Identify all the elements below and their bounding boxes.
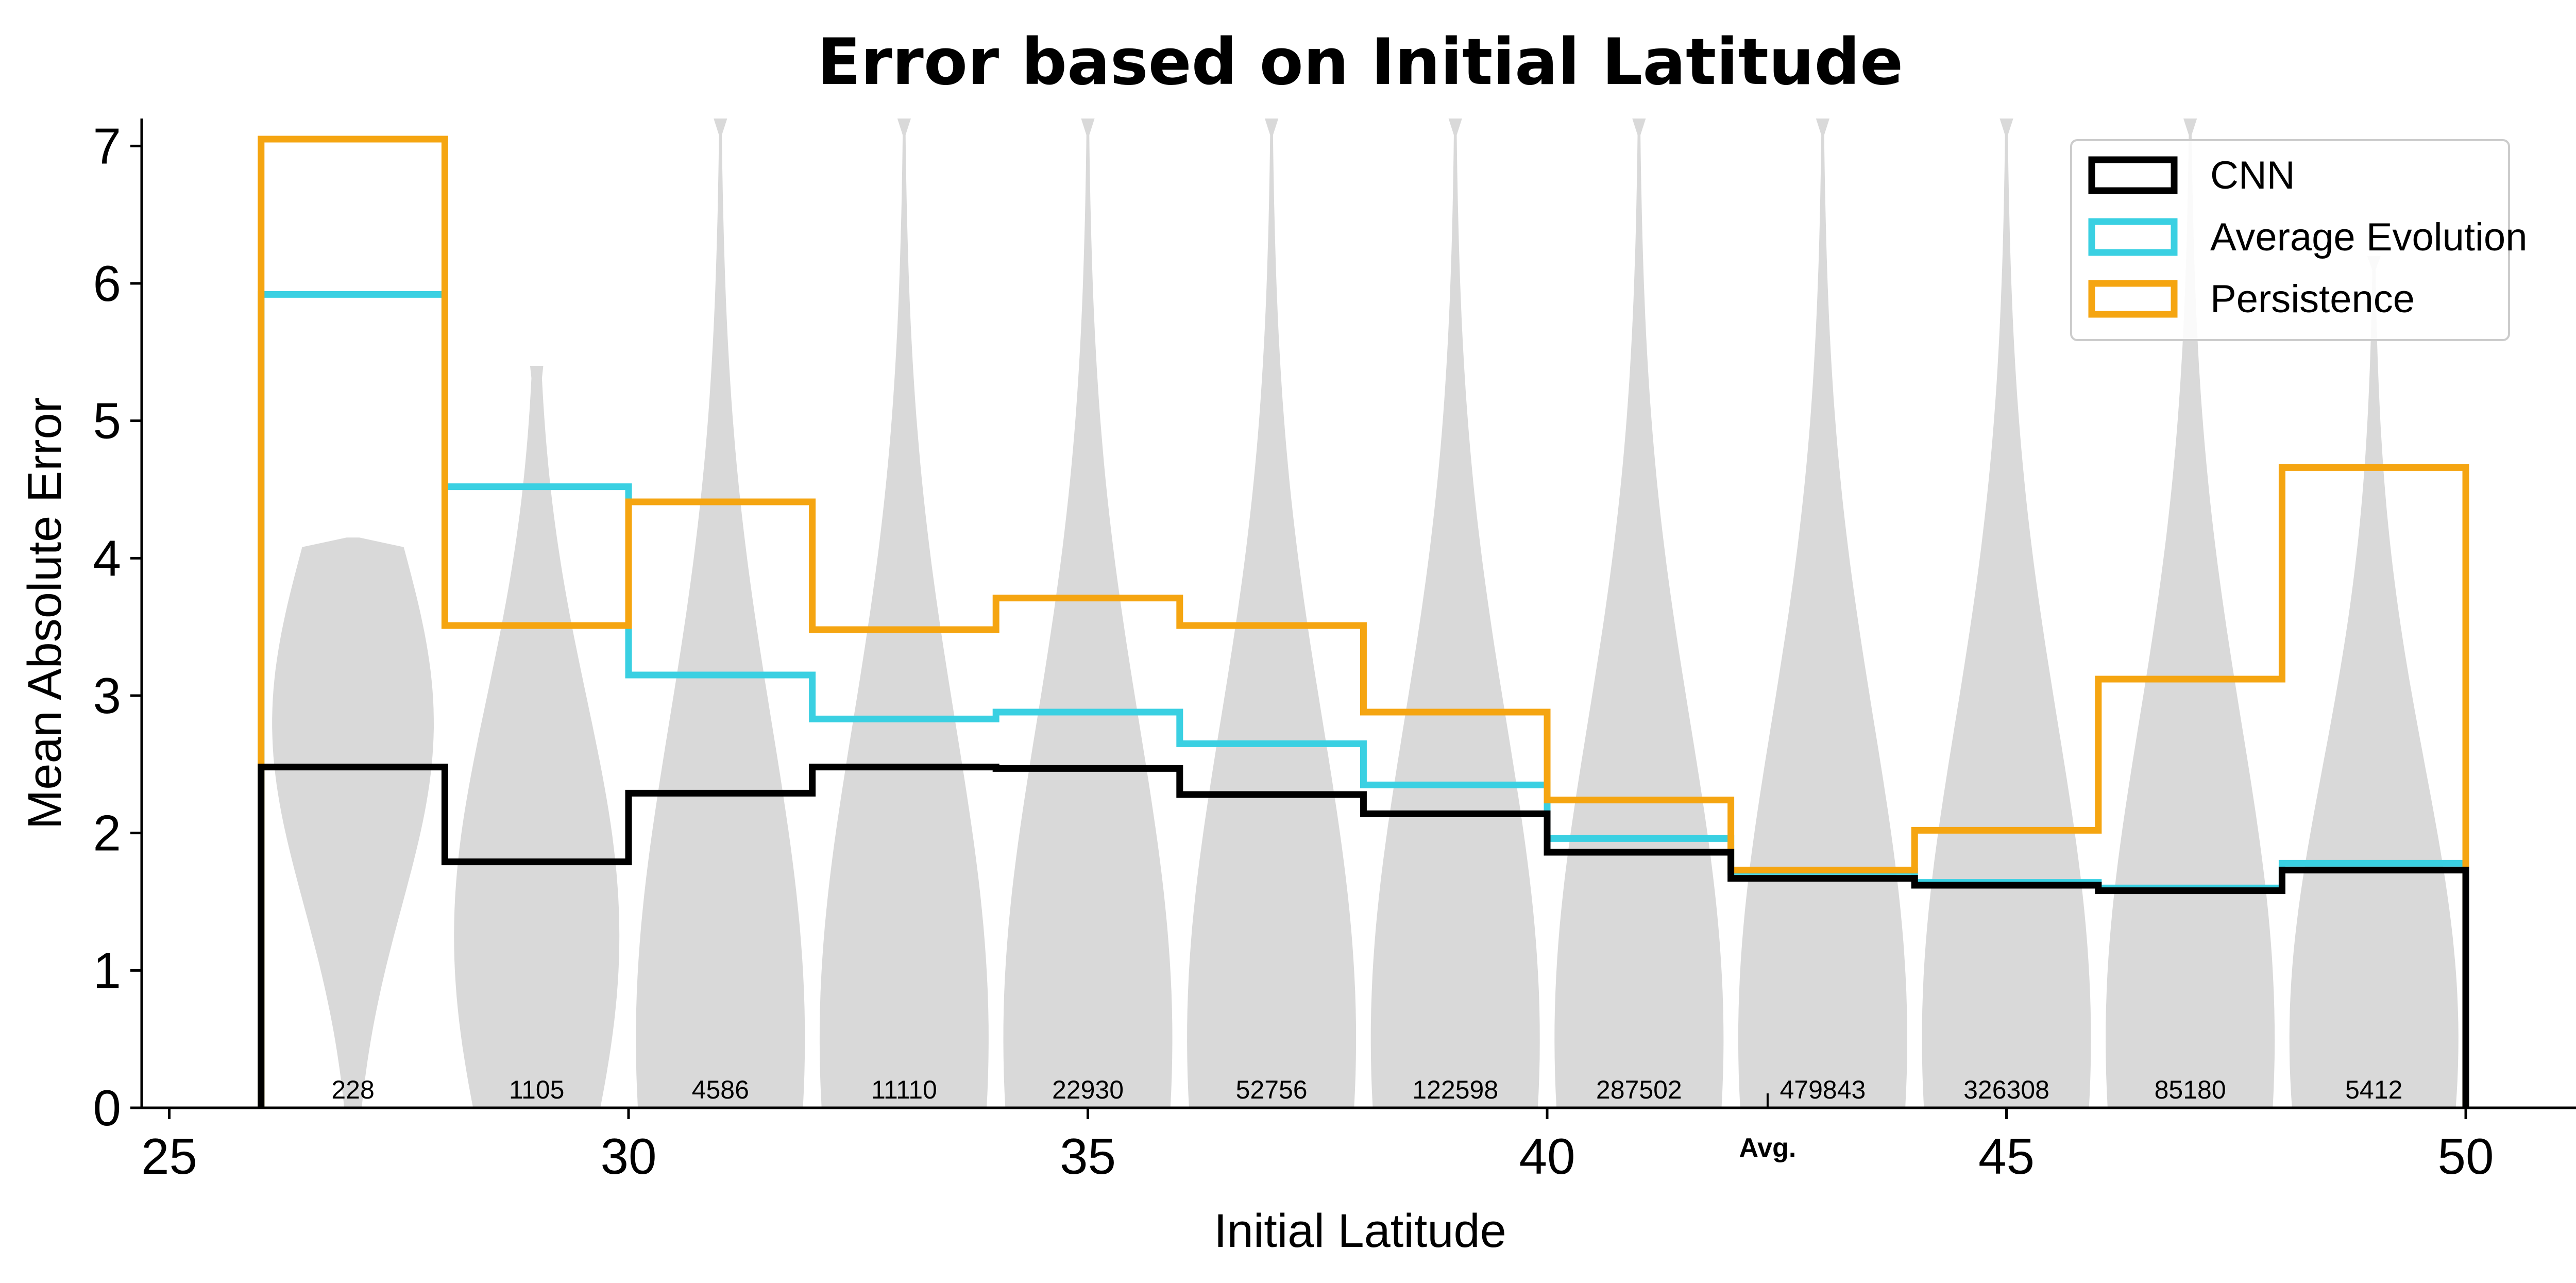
bin-count-label-34: 22930	[1052, 1075, 1124, 1104]
y-axis-label: Mean Absolute Error	[19, 397, 71, 830]
legend-label-cnn: CNN	[2210, 154, 2295, 197]
x-tick-label-50: 50	[2438, 1128, 2494, 1185]
bin-count-label-32: 11110	[871, 1075, 937, 1104]
bin-count-label-30: 4586	[692, 1075, 749, 1104]
y-tick-label-6: 6	[93, 255, 121, 312]
violin-34-36	[1003, 119, 1173, 1108]
y-tick-label-5: 5	[93, 393, 121, 449]
bin-count-label-28: 1105	[509, 1075, 565, 1104]
violin-36-38	[1187, 119, 1357, 1108]
legend-swatch-average-evolution	[2088, 218, 2178, 256]
bin-count-label-44: 326308	[1963, 1075, 2049, 1104]
legend-swatch-persistence	[2088, 280, 2178, 318]
violin-38-40	[1370, 119, 1540, 1108]
y-tick-label-7: 7	[93, 117, 121, 174]
legend: CNN Average Evolution Persistence	[2070, 139, 2527, 341]
y-tick-label-4: 4	[93, 530, 121, 586]
bin-count-labels: 228 1105 4586 11110 22930 52756 122598 287502 47…	[331, 1075, 2402, 1104]
x-tick-label-30: 30	[600, 1128, 656, 1185]
x-tick-label-25: 25	[141, 1128, 197, 1185]
y-tick-label-1: 1	[93, 942, 121, 999]
bin-count-label-46: 85180	[2155, 1075, 2226, 1104]
violin-40-42	[1554, 119, 1724, 1108]
y-tick-label-2: 2	[93, 805, 121, 862]
bin-count-label-48: 5412	[2345, 1075, 2402, 1104]
violin-32-34	[819, 119, 989, 1108]
y-tick-label-0: 0	[93, 1079, 121, 1136]
bin-count-label-36: 52756	[1236, 1075, 1308, 1104]
legend-swatch-cnn	[2088, 156, 2178, 194]
bin-count-label-40: 287502	[1596, 1075, 1682, 1104]
violin-44-46	[1922, 119, 2091, 1108]
violin-distributions	[272, 119, 2459, 1108]
legend-entry-persistence: Persistence	[2088, 277, 2415, 321]
legend-entry-cnn: CNN	[2088, 154, 2295, 197]
x-tick-label-45: 45	[1978, 1128, 2035, 1185]
series-line-persistence	[258, 136, 2469, 1108]
violin-26-28	[272, 537, 434, 1108]
x-tick-label-40: 40	[1519, 1128, 1575, 1185]
chart-title: Error based on Initial Latitude	[817, 25, 1903, 99]
legend-label-average-evolution: Average Evolution	[2210, 215, 2527, 259]
y-tick-label-3: 3	[93, 667, 121, 724]
violin-48-50	[2289, 256, 2459, 1108]
x-tick-label-35: 35	[1060, 1128, 1116, 1185]
step-series	[258, 136, 2469, 1108]
series-line-cnn	[258, 764, 2469, 1108]
legend-label-persistence: Persistence	[2210, 277, 2415, 321]
violin-46-48	[2106, 119, 2275, 1108]
legend-frame	[2070, 139, 2510, 341]
bin-count-label-26: 228	[331, 1075, 374, 1104]
axes	[130, 119, 2576, 1119]
x-axis-label: Initial Latitude	[1214, 1205, 1506, 1257]
violin-42-44	[1738, 119, 1907, 1108]
bin-count-label-38: 122598	[1412, 1075, 1498, 1104]
avg-marker-label: Avg.	[1739, 1133, 1797, 1163]
violin-28-30	[454, 366, 620, 1108]
violin-30-32	[636, 119, 805, 1108]
bin-count-label-42: 479843	[1780, 1075, 1866, 1104]
legend-entry-average-evolution: Average Evolution	[2088, 215, 2527, 259]
